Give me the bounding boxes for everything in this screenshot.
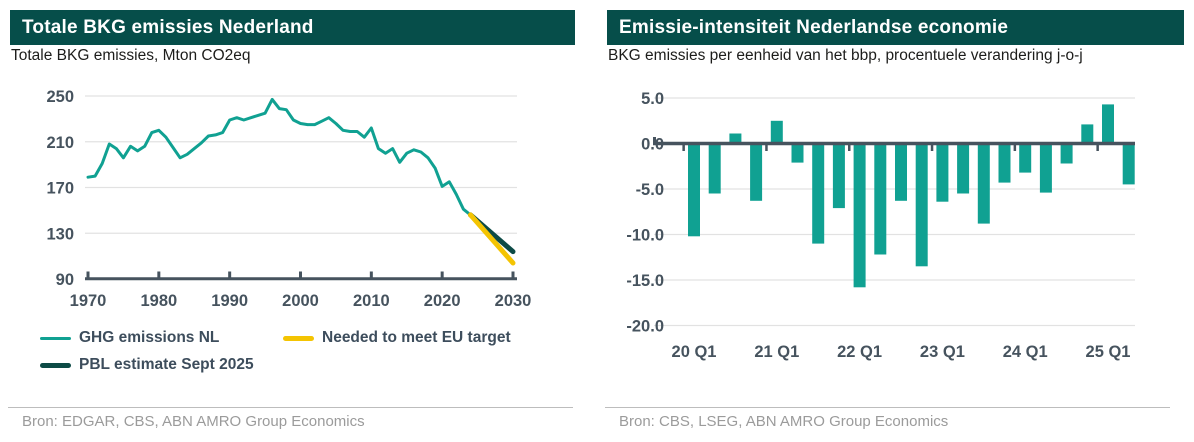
chart-legend: GHG emissions NL Needed to meet EU target… <box>40 329 511 374</box>
right-chart-subtitle: BKG emissies per eenheid van het bbp, pr… <box>608 47 1083 64</box>
x-tick-label: 2010 <box>353 292 390 310</box>
bar <box>1102 104 1114 144</box>
right-chart-title-bar: Emissie-intensiteit Nederlandse economie <box>607 10 1184 45</box>
x-tick-label: 25 Q1 <box>1086 343 1131 361</box>
bar <box>770 120 783 144</box>
series-needed-to-meet-eu-target <box>468 212 516 266</box>
left-chart-subtitle: Totale BKG emissies, Mton CO2eq <box>11 47 251 64</box>
bar <box>853 143 866 288</box>
x-tick-label: 1980 <box>140 292 177 310</box>
y-tick-label: 170 <box>46 180 74 198</box>
bar <box>750 143 763 201</box>
bar <box>998 143 1011 183</box>
x-tick-label: 24 Q1 <box>1003 343 1048 361</box>
y-tick-label: 5.0 <box>641 90 664 108</box>
legend-swatch-line <box>40 336 71 340</box>
y-tick-label: 130 <box>46 225 74 243</box>
bar <box>936 143 949 202</box>
legend-item: PBL estimate Sept 2025 <box>40 356 283 374</box>
bar <box>895 143 907 201</box>
bar <box>708 143 721 194</box>
y-tick-label: -15.0 <box>626 272 664 290</box>
x-tick-label: 2030 <box>495 292 532 310</box>
right-chart-title: Emissie-intensiteit Nederlandse economie <box>619 16 1009 38</box>
y-gridlines <box>654 97 1135 327</box>
bar <box>977 143 990 224</box>
bar <box>1019 143 1032 173</box>
bar <box>688 143 700 237</box>
x-tick-label: 2020 <box>424 292 461 310</box>
y-tick-label: -20.0 <box>626 318 664 336</box>
legend-label: GHG emissions NL <box>79 329 220 346</box>
y-axis-labels: 250 210 170 130 90 <box>46 88 74 289</box>
bar <box>791 143 804 163</box>
left-chart-title: Totale BKG emissies Nederland <box>22 16 314 38</box>
y-axis-labels: 5.0 0.0 -5.0 -10.0 -15.0 -20.0 <box>626 90 664 336</box>
legend-label: PBL estimate Sept 2025 <box>79 356 254 373</box>
left-source-text: Bron: EDGAR, CBS, ABN AMRO Group Economi… <box>22 413 365 430</box>
bar-chart: 5.0 0.0 -5.0 -10.0 -15.0 -20.0 20 Q1 21 Q1 22 Q1… <box>626 90 1135 361</box>
y-gridlines <box>85 95 517 234</box>
x-tick-label: 20 Q1 <box>672 343 717 361</box>
right-source-text: Bron: CBS, LSEG, ABN AMRO Group Economic… <box>619 413 949 430</box>
y-tick-label: 90 <box>56 271 74 289</box>
x-axis-labels: 20 Q1 21 Q1 22 Q1 23 Q1 24 Q1 25 Q1 <box>672 343 1131 361</box>
bar <box>1060 143 1073 164</box>
y-tick-label: 0.0 <box>641 136 664 154</box>
x-axis-labels: 1970 1980 1990 2000 2010 2020 2030 <box>70 292 532 310</box>
legend-swatch-line <box>40 362 71 368</box>
legend-label: Needed to meet EU target <box>322 329 511 346</box>
x-tick-label: 22 Q1 <box>837 343 882 361</box>
x-tick-label: 21 Q1 <box>754 343 799 361</box>
x-tick-label: 1990 <box>211 292 248 310</box>
y-tick-label: -5.0 <box>636 181 664 199</box>
line-chart: 250 210 170 130 90 1970 1980 1990 2000 2010 2020 20… <box>46 88 532 310</box>
bar <box>1122 143 1135 185</box>
legend-item: GHG emissions NL <box>40 329 283 347</box>
bar <box>957 143 970 194</box>
x-axis <box>85 271 517 281</box>
bar <box>874 143 887 255</box>
left-source-divider <box>8 407 573 408</box>
zero-axis <box>653 137 1135 151</box>
right-source-divider <box>605 407 1170 408</box>
bar <box>1039 143 1052 193</box>
x-tick-label: 2000 <box>282 292 319 310</box>
x-tick-label: 1970 <box>70 292 107 310</box>
series-ghg-emissions-nl <box>86 97 472 217</box>
y-tick-label: 250 <box>46 88 74 106</box>
bar <box>729 133 742 144</box>
y-tick-label: -10.0 <box>626 227 664 245</box>
bar <box>812 143 825 244</box>
legend-item: Needed to meet EU target <box>283 329 511 347</box>
bar <box>832 143 845 209</box>
left-chart-title-bar: Totale BKG emissies Nederland <box>10 10 575 45</box>
legend-swatch-line <box>283 335 314 341</box>
series-lines <box>86 97 516 266</box>
bars <box>688 104 1135 288</box>
bar <box>1081 124 1094 144</box>
bar <box>915 143 928 267</box>
x-tick-label: 23 Q1 <box>920 343 965 361</box>
y-tick-label: 210 <box>46 134 74 152</box>
